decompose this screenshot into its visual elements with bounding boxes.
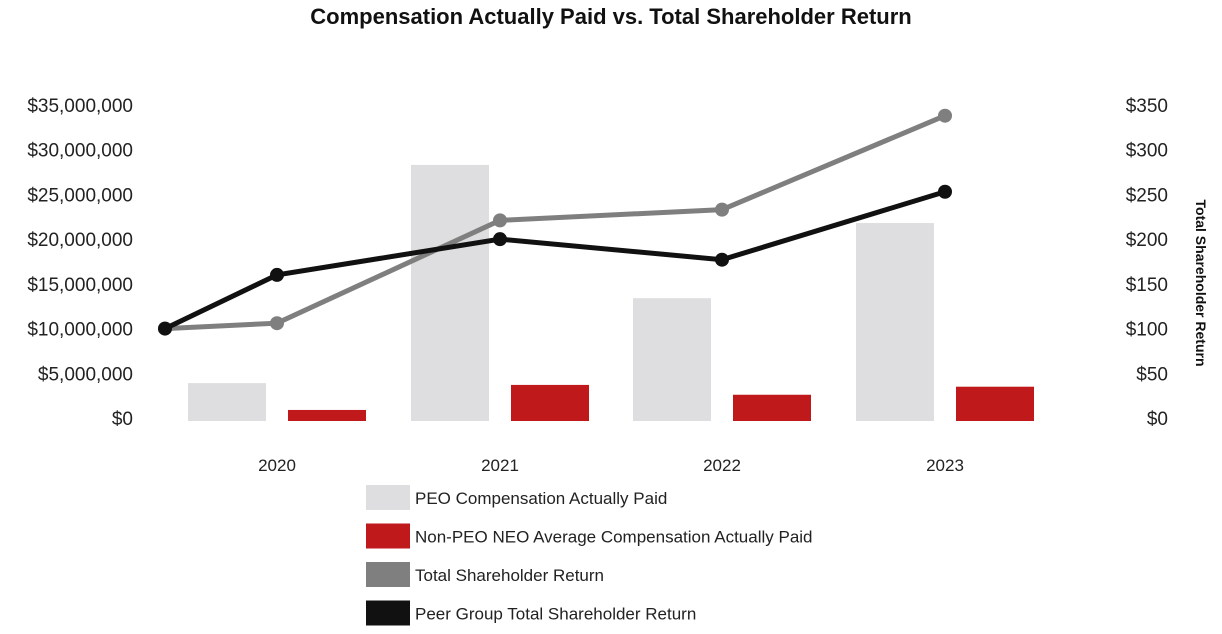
y-right-tick: $100 (1126, 320, 1168, 341)
bar-non-peo-2020 (288, 409, 366, 421)
legend-label: Non-PEO NEO Average Compensation Actuall… (415, 528, 813, 547)
y-right-tick: $150 (1126, 275, 1168, 296)
y-left-tick: $35,000,000 (27, 96, 133, 117)
point-tsr (270, 316, 284, 331)
bar-peo-2022 (633, 298, 711, 421)
x-tick: 2020 (258, 456, 296, 475)
legend-swatch (366, 562, 410, 587)
point-tsr (715, 202, 729, 217)
point-peer-tsr (158, 321, 172, 336)
y-left-tick: $5,000,000 (38, 364, 133, 385)
y-right-label: Total Shareholder Return (1193, 200, 1209, 367)
x-tick: 2022 (703, 456, 741, 475)
line-peer-tsr (163, 189, 946, 331)
legend-swatch (366, 600, 410, 626)
point-peer-tsr (938, 184, 952, 199)
bar-peo-2020 (188, 383, 266, 421)
point-peer-tsr (270, 267, 284, 282)
point-tsr (493, 213, 507, 228)
y-left-tick: $15,000,000 (27, 275, 133, 296)
x-tick: 2021 (481, 456, 519, 475)
y-left-tick: $10,000,000 (27, 320, 133, 341)
y-right-tick: $250 (1126, 185, 1168, 206)
point-tsr (938, 108, 952, 123)
bar-non-peo-2021 (511, 384, 589, 421)
bar-non-peo-2023 (956, 386, 1034, 421)
y-right-tick: $350 (1126, 96, 1168, 117)
bar-peo-2023 (856, 223, 934, 421)
y-right-tick: $200 (1126, 230, 1168, 251)
legend-label: Total Shareholder Return (415, 566, 604, 585)
y-left-tick: $0 (112, 409, 133, 430)
legend-label: PEO Compensation Actually Paid (415, 489, 667, 508)
legend-swatch (366, 523, 410, 549)
point-peer-tsr (493, 232, 507, 247)
legend-swatch (366, 485, 410, 510)
x-tick: 2023 (926, 456, 964, 475)
y-left-tick: $25,000,000 (27, 185, 133, 206)
y-left-tick: $20,000,000 (27, 230, 133, 251)
y-right-tick: $0 (1147, 409, 1168, 430)
point-peer-tsr (715, 252, 729, 267)
bar-non-peo-2022 (733, 394, 811, 421)
chart-title: Compensation Actually Paid vs. Total Sha… (310, 4, 911, 29)
y-right-tick: $300 (1126, 141, 1168, 162)
y-right-tick: $50 (1136, 364, 1168, 385)
legend-label: Peer Group Total Shareholder Return (415, 605, 696, 624)
bar-peo-2021 (411, 164, 489, 421)
y-left-tick: $30,000,000 (27, 141, 133, 162)
line-tsr (164, 113, 946, 332)
